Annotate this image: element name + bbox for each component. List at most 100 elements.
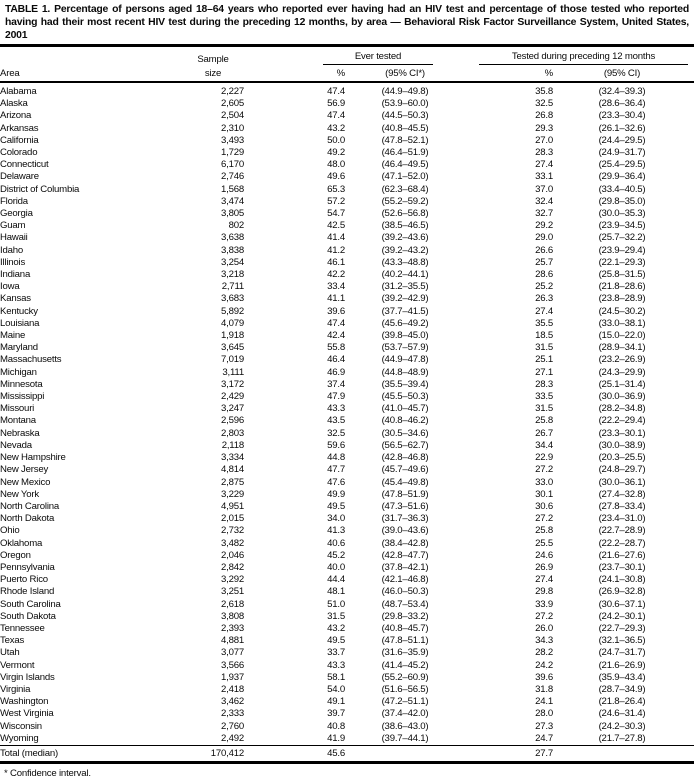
area-cell: Kansas [0,293,31,305]
ever-tested-pct-cell: 43.5 [327,415,345,427]
table-header: Sample Ever tested Tested during precedi… [0,47,694,83]
tested-12mo-ci-cell: (29.8–35.0) [598,195,646,207]
ever-tested-ci-cell: (45.5–50.3) [381,391,429,403]
tested-12mo-pct-cell: 18.5 [535,330,553,342]
sample-size-cell: 4,079 [220,317,244,329]
ever-tested-ci-cell: (30.5–34.6) [381,427,429,439]
tested-12mo-ci-cell: (24.9–31.7) [598,147,646,159]
sample-size-cell: 3,683 [220,293,244,305]
tested-12mo-ci-cell: (22.2–28.7) [598,537,646,549]
sample-size-cell: 2,711 [221,281,244,293]
tested-12mo-ci-cell: (23.3–30.4) [598,110,646,122]
sample-size-cell: 3,462 [220,696,244,708]
ever-tested-ci-cell: (47.8–51.9) [381,488,429,500]
ever-tested-ci-cell: (44.9–47.8) [381,354,429,366]
tested-12mo-ci-cell: (21.8–26.4) [598,696,646,708]
ever-tested-pct-cell: 34.0 [327,513,345,525]
table-row: Illinois 3,254 46.1 (43.3–48.8) 25.7 (22.1–29… [0,257,694,269]
tested-12mo-ci-cell: (25.1–31.4) [598,378,646,390]
ever-tested-pct-cell: 45.2 [327,549,345,561]
ever-tested-ci-cell: (47.2–51.1) [381,696,429,708]
tested-12mo-ci-cell: (22.1–29.3) [598,256,646,268]
sample-size-cell: 6,170 [220,159,244,171]
table-body: Alabama 2,227 47.4 (44.9–49.8) 35.8 (32.4–39.… [0,82,694,745]
sample-size-cell: 4,951 [220,500,244,512]
table-row: Kansas 3,683 41.1 (39.2–42.9) 26.3 (23.8–28.9… [0,293,694,305]
table-row: Minnesota 3,172 37.4 (35.5–39.4) 28.3 (25.1–3… [0,379,694,391]
sample-size-cell: 2,333 [220,708,244,720]
sample-size-cell: 2,046 [220,549,244,561]
sample-size-cell: 2,310 [220,122,244,134]
table-row: Mississippi 2,429 47.9 (45.5–50.3) 33.5 (30.0… [0,391,694,403]
ever-tested-ci-cell: (43.3–48.8) [381,256,429,268]
tested-12mo-pct-cell: 35.5 [535,317,553,329]
hiv-test-table: Sample Ever tested Tested during precedi… [0,47,694,764]
tested-12mo-pct-cell: 26.3 [535,293,553,305]
ever-tested-pct-cell: 41.2 [327,244,345,256]
ever-tested-ci-cell: (51.6–56.5) [381,683,429,695]
area-cell: Nevada [0,439,32,451]
top-rule [0,44,694,47]
area-cell: Idaho [0,244,24,256]
ever-tested-pct-cell: 44.8 [327,452,345,464]
ever-tested-pct-cell: 56.9 [327,98,345,110]
tested-12mo-ci-cell: (25.7–32.2) [598,232,646,244]
sample-size-cell: 2,227 [220,86,244,97]
table-row: Maryland 3,645 55.8 (53.7–57.9) 31.5 (28.9–34… [0,342,694,354]
table-row: Colorado 1,729 49.2 (46.4–51.9) 28.3 (24.9–31… [0,147,694,159]
table-row: Connecticut 6,170 48.0 (46.4–49.5) 27.4 (25.4… [0,159,694,171]
table-row: Puerto Rico 3,292 44.4 (42.1–46.8) 27.4 (24.1… [0,574,694,586]
table-row: Texas 4,881 49.5 (47.8–51.1) 34.3 (32.1–36.5) [0,635,694,647]
sample-size-cell: 3,251 [220,586,244,598]
sample-size-cell: 3,566 [220,659,244,671]
tested-12mo-pct-cell: 27.3 [535,720,553,732]
area-cell: District of Columbia [0,183,80,195]
ever-tested-pct-cell: 43.2 [327,122,345,134]
tested-12mo-ci-cell: (20.3–25.5) [598,452,646,464]
ever-tested-ci-cell: (41.4–45.2) [381,659,429,671]
table-row: Washington 3,462 49.1 (47.2–51.1) 24.1 (21.8–… [0,696,694,708]
sample-size-cell: 3,493 [220,134,244,146]
tested-12mo-pct-cell: 29.0 [535,232,553,244]
ever-tested-ci-cell: (42.8–46.8) [381,452,429,464]
table-row: Iowa 2,711 33.4 (31.2–35.5) 25.2 (21.8–28.6) [0,281,694,293]
ever-tested-pct-cell: 40.8 [327,720,345,732]
sample-size-cell: 4,814 [220,464,244,476]
tested-12mo-pct-cell: 27.1 [535,366,553,378]
sample-size-cell: 2,429 [220,391,244,403]
tested-12mo-ci-cell: (35.9–43.4) [598,671,646,683]
tested-12mo-pct-cell: 27.2 [535,610,553,622]
tested-12mo-pct-cell: 30.6 [535,500,553,512]
ever-tested-pct-cell: 41.9 [327,732,345,744]
tested-12mo-ci-cell: (30.0–38.9) [598,439,646,451]
ever-tested-pct-cell: 41.3 [327,525,345,537]
table-row: Indiana 3,218 42.2 (40.2–44.1) 28.6 (25.8–31.… [0,269,694,281]
tested-12mo-ci-cell: (26.9–32.8) [598,586,646,598]
tested-12mo-ci-cell: (24.6–31.4) [598,708,646,720]
table-row: Florida 3,474 57.2 (55.2–59.2) 32.4 (29.8–35.… [0,196,694,208]
area-cell: Massachusetts [0,354,62,366]
sample-size-cell: 2,118 [221,439,244,451]
area-cell: Missouri [0,403,35,415]
header-group-ever-tested: Ever tested [244,47,465,65]
tested-12mo-pct-cell: 27.2 [535,513,553,525]
ever-tested-ci-cell: (62.3–68.4) [381,183,429,195]
area-cell: New Hampshire [0,452,66,464]
ever-tested-pct-cell: 44.4 [327,574,345,586]
ever-tested-pct-cell: 47.4 [327,110,345,122]
tested-12mo-ci-cell: (23.4–31.0) [598,513,646,525]
total-sample-size: 170,412 [182,744,244,764]
sample-size-cell: 2,875 [220,476,244,488]
tested-12mo-ci-cell: (21.7–27.8) [598,732,646,744]
tested-12mo-pct-cell: 27.4 [535,574,553,586]
ever-tested-ci-cell: (56.5–62.7) [381,439,429,451]
table-row: California 3,493 50.0 (47.8–52.1) 27.0 (24.4–… [0,135,694,147]
table-title: TABLE 1. Percentage of persons aged 18–6… [5,4,689,41]
total-label: Total (median) [0,744,182,764]
tested-12mo-pct-cell: 27.4 [535,305,553,317]
sample-size-cell: 3,808 [220,610,244,622]
tested-12mo-pct-cell: 39.6 [535,671,553,683]
area-cell: Rhode Island [0,586,55,598]
tested-12mo-ci-cell: (15.0–22.0) [598,330,646,342]
table-row: North Dakota 2,015 34.0 (31.7–36.3) 27.2 (23.… [0,513,694,525]
